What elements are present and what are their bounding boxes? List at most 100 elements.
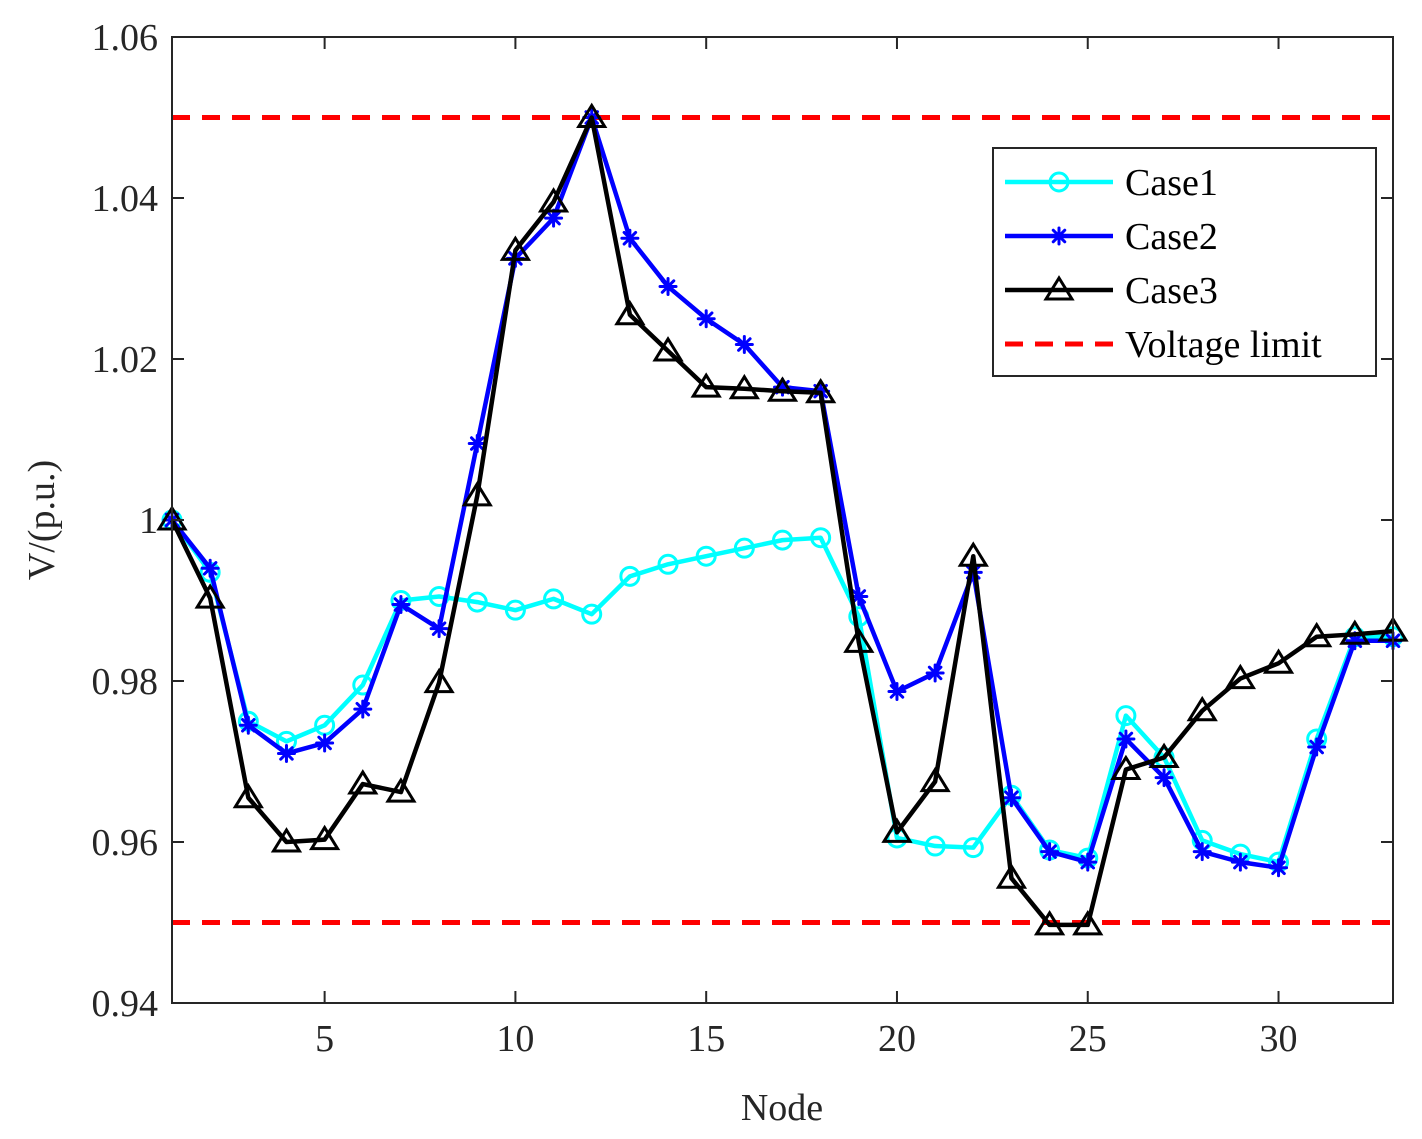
- axis-layer: 5 10 15 20 25 30 0.94 0.96 0.98 1 1.02 1.04 1.06: [92, 17, 1393, 1060]
- data-point-case2-stroke: [393, 597, 409, 612]
- legend-item-voltage-limit: Voltage limit: [1005, 324, 1322, 366]
- y-axis-title: V/(p.u.): [21, 460, 63, 580]
- data-point-case2-stroke: [546, 210, 561, 226]
- legend-entries: Case1 Case2 Case3 Voltage limit: [1005, 162, 1322, 366]
- data-point-case2-stroke: [469, 436, 485, 451]
- data-point-case2-stroke: [851, 589, 867, 604]
- data-point-case2: [696, 309, 716, 329]
- data-point-case2-stroke: [1004, 790, 1019, 805]
- data-point-case1: [695, 545, 717, 567]
- legend-marker: [1048, 171, 1070, 193]
- data-point-case2: [429, 619, 449, 639]
- data-point-case2-stroke: [889, 684, 905, 699]
- x-tick-label: 10: [496, 1018, 534, 1060]
- data-point-case3: [690, 372, 722, 398]
- data-point-case2-stroke: [1309, 739, 1324, 755]
- data-point-case3: [1262, 648, 1295, 674]
- data-point-case2: [1230, 852, 1250, 872]
- data-point-case2-stroke: [241, 718, 256, 733]
- x-tick-label: 30: [1260, 1018, 1298, 1060]
- series-case3: [156, 102, 1409, 936]
- data-point-case3: [614, 299, 646, 326]
- legend-label: Voltage limit: [1125, 324, 1322, 366]
- data-point-case2: [315, 733, 335, 753]
- data-point-case3: [1339, 619, 1371, 645]
- data-point-case2-stroke: [660, 279, 676, 294]
- data-point-case3: [1186, 695, 1218, 722]
- legend-marker: [1043, 275, 1075, 301]
- series-line-case1: [170, 518, 1393, 865]
- data-point-case2-stroke: [737, 337, 752, 352]
- data-point-case3: [461, 480, 493, 507]
- data-point-case3: [919, 766, 951, 793]
- data-point-case1: [466, 591, 488, 613]
- legend-item-case1: Case1: [1005, 162, 1218, 204]
- data-point-case3: [957, 541, 989, 567]
- x-tick-label: 15: [687, 1018, 725, 1060]
- data-point-case2: [238, 715, 258, 735]
- legend-label: Case2: [1125, 216, 1218, 258]
- data-point-case3: [652, 336, 684, 362]
- x-tick-label: 5: [315, 1018, 334, 1060]
- data-point-case3: [805, 377, 837, 404]
- legend-item-case3: Case3: [1005, 270, 1218, 312]
- data-point-case1: [581, 603, 603, 625]
- data-point-case3: [347, 769, 379, 795]
- data-point-case3: [1148, 742, 1180, 768]
- data-point-case2: [925, 663, 945, 683]
- data-point-case2-stroke: [317, 735, 332, 751]
- legend-label: Case3: [1125, 270, 1218, 312]
- data-point-case3: [499, 235, 532, 261]
- legend: Case1 Case2 Case3 Voltage limit: [992, 147, 1377, 377]
- data-point-case3: [385, 777, 417, 803]
- data-point-case2-stroke: [1271, 860, 1286, 876]
- data-point-case3: [194, 583, 226, 609]
- data-point-case1: [504, 599, 526, 621]
- data-point-case2-stroke: [202, 561, 218, 576]
- data-point-case3: [1072, 910, 1104, 936]
- data-point-case3: [537, 187, 570, 213]
- data-point-case1: [1115, 705, 1137, 727]
- legend-box: [992, 147, 1377, 377]
- data-point-case2: [734, 335, 754, 355]
- data-point-case2: [620, 228, 640, 248]
- data-point-case3: [423, 667, 455, 694]
- x-tick-label: 20: [878, 1018, 916, 1060]
- data-point-case3: [995, 863, 1028, 889]
- data-point-case2-stroke: [1156, 770, 1172, 785]
- data-point-case3: [1110, 754, 1142, 781]
- data-point-case3: [766, 376, 799, 402]
- series-line-case3: [169, 115, 1394, 928]
- data-point-case3: [728, 373, 760, 400]
- legend-label: Case1: [1125, 162, 1218, 204]
- data-point-case2: [200, 558, 220, 578]
- data-point-case2: [1001, 788, 1021, 808]
- data-point-case2-stroke: [1233, 854, 1248, 870]
- data-point-case2-stroke: [355, 701, 371, 717]
- data-point-case2-stroke: [1194, 844, 1210, 859]
- legend-item-case2: Case2: [1005, 216, 1218, 258]
- data-point-case1: [772, 529, 793, 551]
- data-point-case3: [1033, 910, 1066, 936]
- data-point-case2: [887, 681, 907, 701]
- data-point-case2-stroke: [279, 746, 294, 761]
- data-point-case3: [270, 827, 303, 853]
- data-point-case3: [881, 817, 913, 843]
- y-tick-label: 1: [139, 500, 158, 542]
- data-point-case1: [733, 537, 755, 559]
- data-point-case2-stroke: [1118, 731, 1134, 747]
- y-tick-label: 1.04: [92, 178, 159, 220]
- y-tick-label: 1.02: [92, 339, 159, 381]
- data-point-case1: [962, 837, 984, 859]
- data-point-case2-stroke: [1042, 844, 1057, 859]
- voltage-limit-layer: [172, 115, 1393, 925]
- data-point-case3: [576, 102, 608, 128]
- data-point-case3: [308, 824, 341, 851]
- data-point-case2: [276, 743, 296, 763]
- data-point-case2: [1307, 737, 1327, 757]
- data-point-case1: [619, 565, 641, 587]
- data-point-case3: [1301, 621, 1333, 648]
- data-point-case1: [924, 835, 946, 857]
- data-point-case2: [1269, 858, 1289, 878]
